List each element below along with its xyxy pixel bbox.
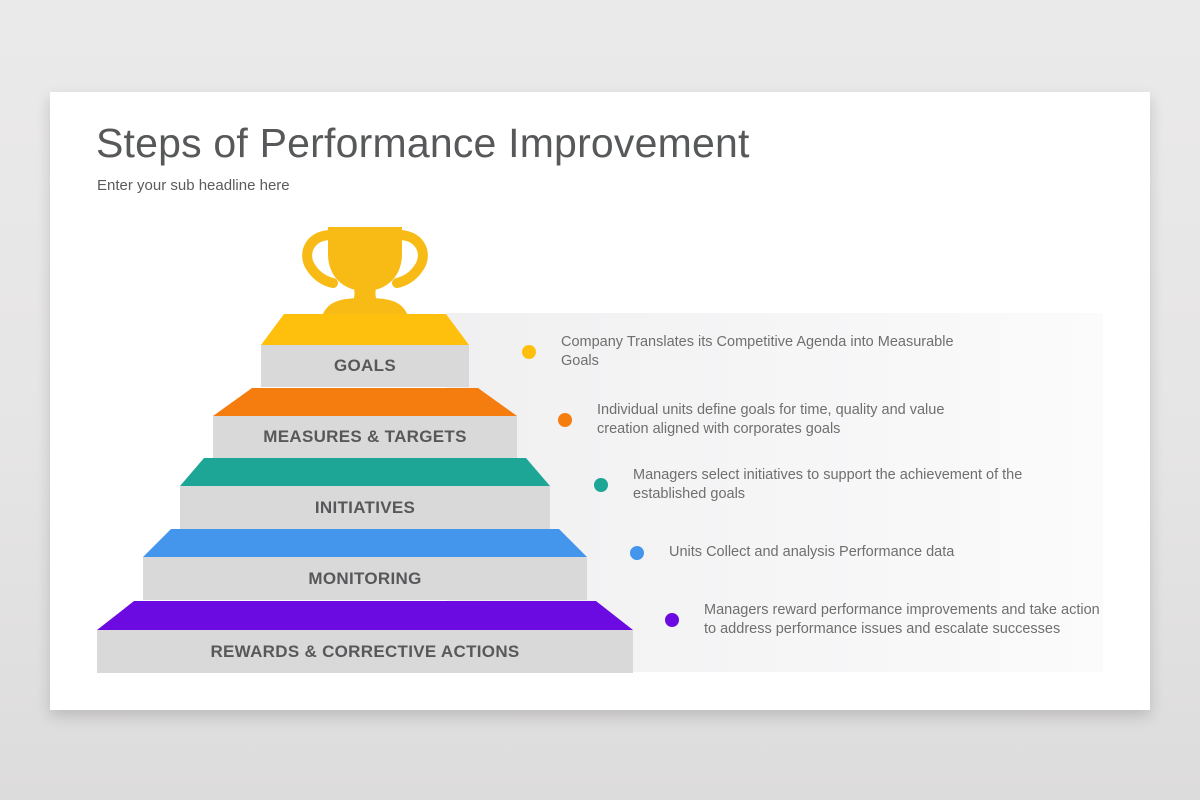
step-tread-monitoring [143, 529, 587, 557]
step-tread-goals [261, 314, 469, 345]
bullet-item-initiatives: Managers select initiatives to support t… [594, 466, 1048, 504]
step-face-rewards [97, 630, 633, 673]
bullet-text: Managers select initiatives to support t… [633, 467, 1023, 502]
step-label-rewards: REWARDS & CORRECTIVE ACTIONS [210, 642, 520, 661]
bullet-item-goals: Company Translates its Competitive Agend… [522, 333, 961, 371]
bullet-dot-icon [630, 545, 644, 560]
page-title: Steps of Performance Improvement [96, 120, 750, 166]
step-label-initiatives: INITIATIVES [314, 498, 416, 517]
bullet-text: Company Translates its Competitive Agend… [561, 334, 954, 369]
step-label-monitoring: MONITORING [308, 569, 422, 588]
bullet-dot-icon [558, 413, 572, 427]
bullet-item-rewards: Managers reward performance improvements… [665, 601, 1104, 639]
bullet-text: Units Collect and analysis Performance d… [669, 544, 955, 560]
step-face-monitoring [143, 557, 587, 600]
step-tread-rewards [97, 601, 633, 630]
bullet-dot-icon [665, 613, 679, 627]
bullet-dot-icon [594, 478, 608, 492]
bullet-dot-icon [522, 345, 536, 359]
step-label-goals: GOALS [334, 356, 396, 375]
page-subtitle: Enter your sub headline here [97, 177, 290, 194]
step-tread-measures [213, 388, 517, 416]
step-tread-initiatives [180, 458, 550, 486]
bullet-item-measures: Individual units define goals for time, … [558, 401, 997, 439]
bullet-text: Managers reward performance improvements… [704, 602, 1100, 637]
bullet-text: Individual units define goals for time, … [597, 402, 945, 437]
step-face-goals [261, 345, 469, 387]
trophy-icon [302, 227, 428, 316]
staircase-diagram [97, 227, 633, 673]
step-face-measures [213, 416, 517, 458]
step-label-measures: MEASURES & TARGETS [263, 427, 467, 446]
bullet-item-monitoring: Units Collect and analysis Performance d… [630, 543, 1099, 562]
step-face-initiatives [180, 486, 550, 529]
